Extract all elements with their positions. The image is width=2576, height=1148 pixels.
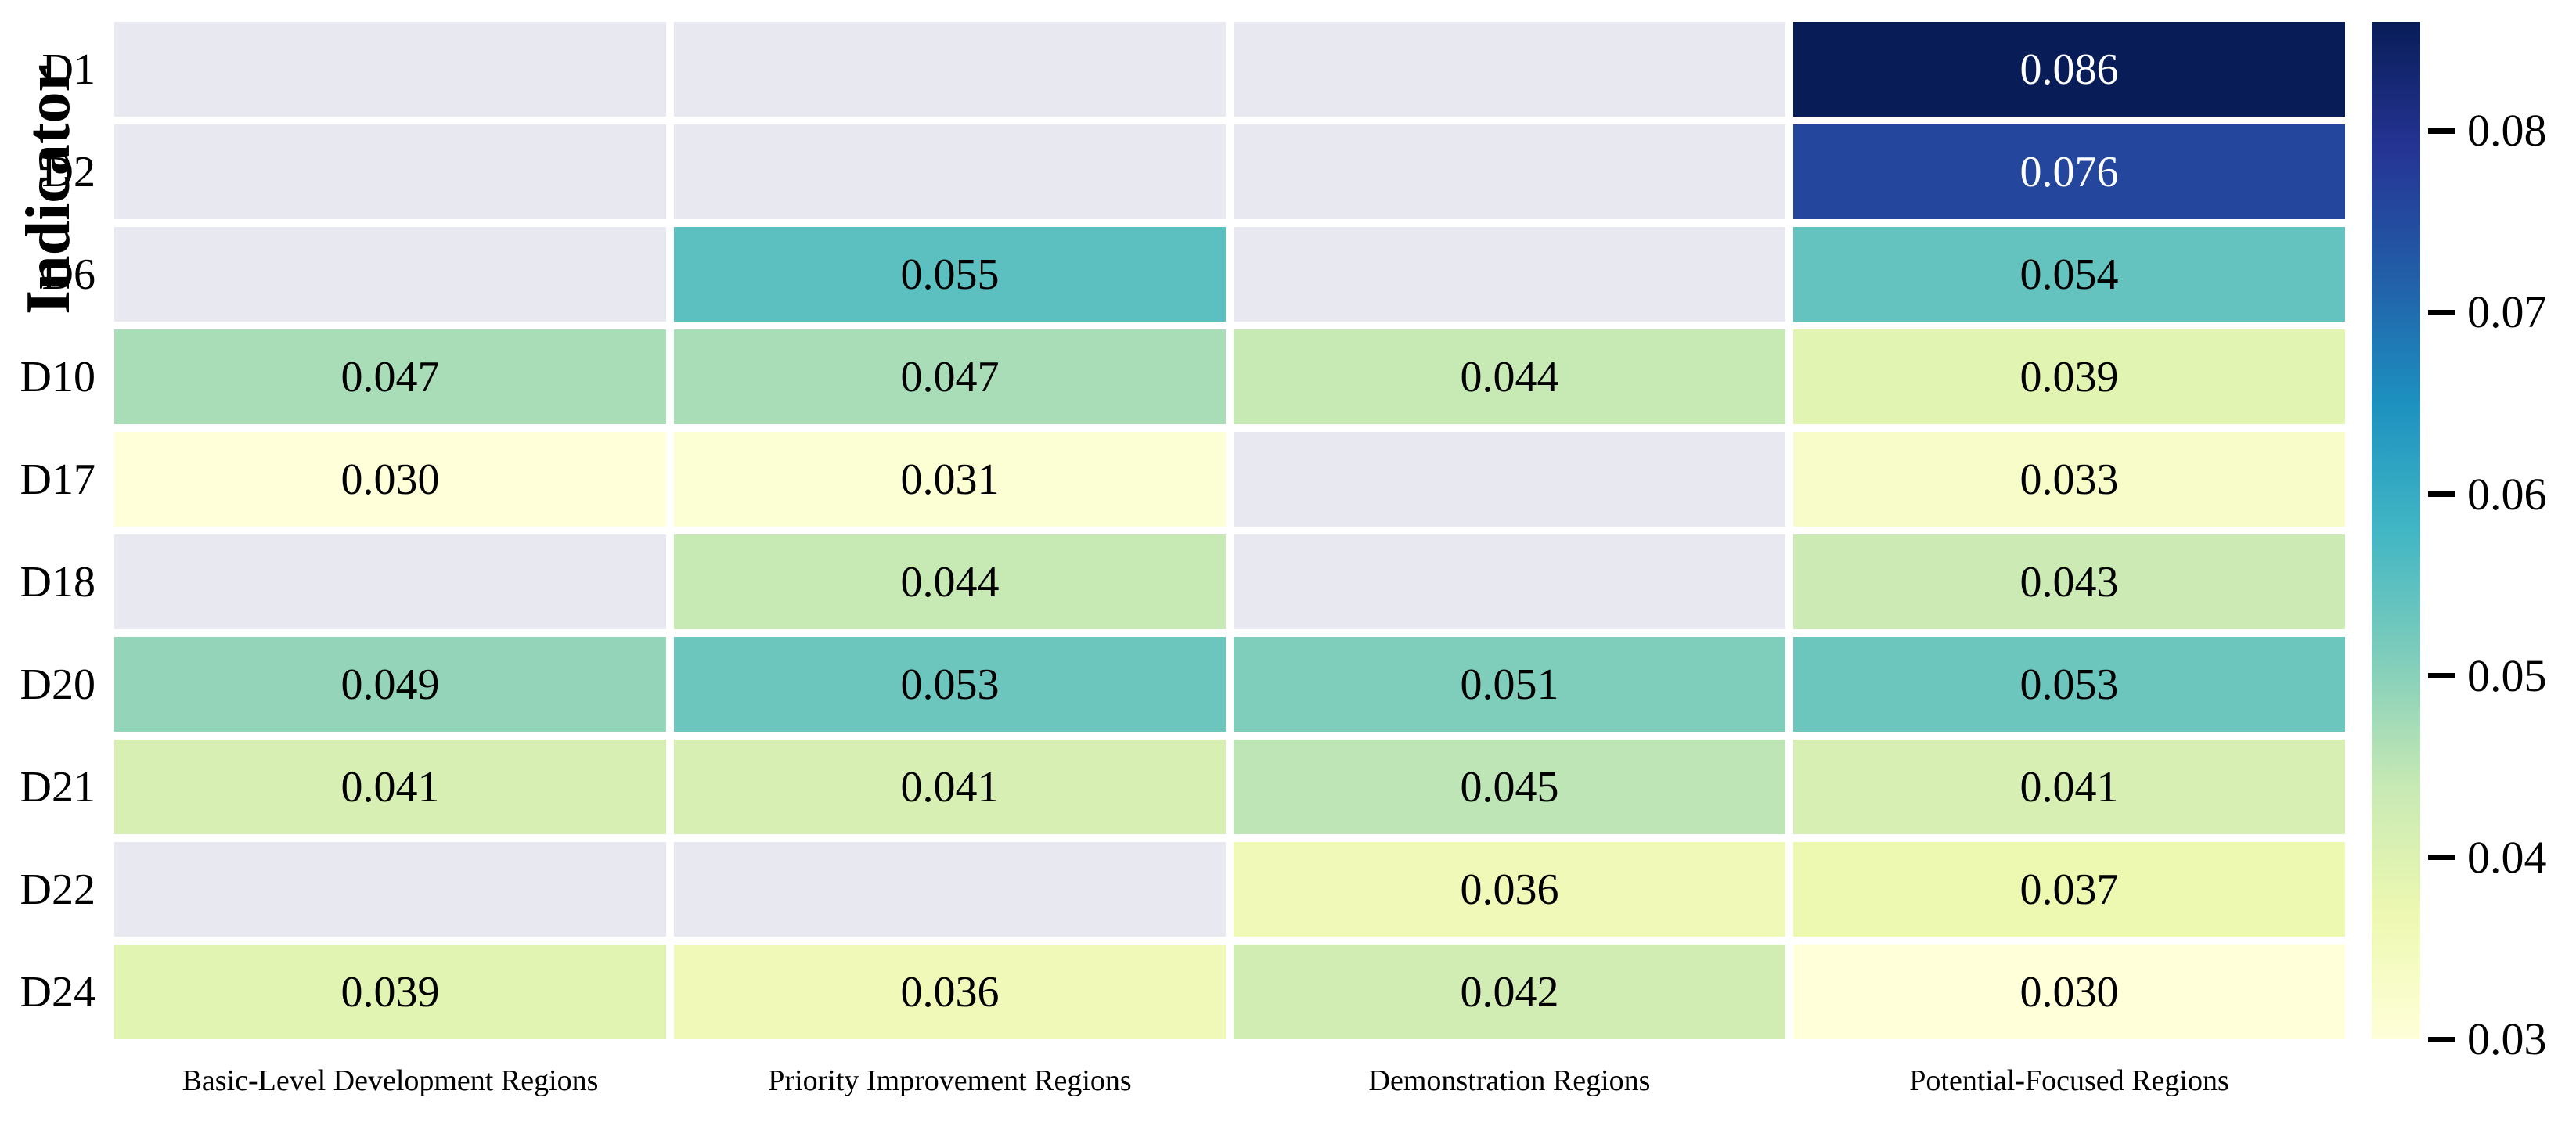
heatmap-cell-masked	[114, 22, 666, 117]
column-label: Basic-Level Development Regions	[182, 1064, 599, 1097]
row-label: D21	[20, 762, 95, 812]
heatmap-cell: 0.042	[1234, 945, 1785, 1039]
heatmap-cell-masked	[114, 124, 666, 219]
colorbar-tick-mark	[2428, 1036, 2455, 1042]
colorbar-tick-label: 0.04	[2467, 831, 2547, 883]
heatmap-cell: 0.036	[674, 945, 1226, 1039]
colorbar-tick-label: 0.06	[2467, 468, 2547, 520]
heatmap-cell: 0.030	[114, 432, 666, 527]
heatmap-grid: 0.086 0.076 0.055 0.054 0.047 0.047 0.044 0.039…	[114, 22, 2345, 1039]
heatmap-cell-masked	[1234, 22, 1785, 117]
colorbar-tick-label: 0.05	[2467, 650, 2547, 701]
heatmap-cell: 0.041	[114, 740, 666, 834]
heatmap-cell: 0.044	[1234, 329, 1785, 424]
heatmap-cell: 0.076	[1793, 124, 2345, 219]
heatmap-cell: 0.055	[674, 227, 1226, 322]
heatmap-cell: 0.053	[1793, 637, 2345, 732]
heatmap-cell-masked	[1234, 124, 1785, 219]
heatmap-cell: 0.036	[1234, 842, 1785, 937]
heatmap-cell: 0.041	[674, 740, 1226, 834]
heatmap-cell: 0.039	[114, 945, 666, 1039]
column-label: Priority Improvement Regions	[768, 1064, 1132, 1097]
colorbar-tick-mark	[2428, 128, 2455, 134]
colorbar-tick-mark	[2428, 855, 2455, 861]
x-tick-labels: Basic-Level Development Regions Priority …	[114, 1053, 2345, 1108]
heatmap-cell: 0.045	[1234, 740, 1785, 834]
row-label: D2	[41, 147, 95, 196]
row-label: D6	[41, 250, 95, 299]
colorbar-tick-mark	[2428, 309, 2455, 315]
heatmap-cell-masked	[674, 22, 1226, 117]
heatmap-cell-masked	[1234, 534, 1785, 629]
colorbar-tick-mark	[2428, 491, 2455, 498]
row-label: D24	[20, 967, 95, 1017]
heatmap-cell-masked	[674, 842, 1226, 937]
heatmap-cell-masked	[114, 227, 666, 322]
y-tick-labels: D1 D2 D6 D10 D17 D18 D20 D21 D22 D24	[0, 22, 106, 1039]
heatmap-cell: 0.047	[674, 329, 1226, 424]
heatmap-cell: 0.037	[1793, 842, 2345, 937]
row-label: D10	[20, 352, 95, 401]
column-label: Potential-Focused Regions	[1909, 1064, 2229, 1097]
heatmap-cell-masked	[114, 842, 666, 937]
heatmap-cell: 0.049	[114, 637, 666, 732]
heatmap-cell: 0.031	[674, 432, 1226, 527]
heatmap-cell: 0.039	[1793, 329, 2345, 424]
column-label: Demonstration Regions	[1368, 1064, 1651, 1097]
heatmap-cell: 0.043	[1793, 534, 2345, 629]
colorbar-tick-mark	[2428, 673, 2455, 679]
heatmap-cell: 0.033	[1793, 432, 2345, 527]
heatmap-cell-masked	[674, 124, 1226, 219]
row-label: D17	[20, 455, 95, 504]
colorbar-tick-label: 0.03	[2467, 1013, 2547, 1064]
heatmap-cell-masked	[1234, 432, 1785, 527]
heatmap-cell: 0.041	[1793, 740, 2345, 834]
heatmap-cell: 0.054	[1793, 227, 2345, 322]
heatmap-cell-masked	[114, 534, 666, 629]
heatmap-cell: 0.053	[674, 637, 1226, 732]
heatmap-cell: 0.051	[1234, 637, 1785, 732]
row-label: D20	[20, 660, 95, 709]
heatmap-cell: 0.044	[674, 534, 1226, 629]
colorbar-gradient	[2372, 22, 2420, 1039]
heatmap-cell: 0.030	[1793, 945, 2345, 1039]
heatmap-cell-masked	[1234, 227, 1785, 322]
heatmap-cell: 0.047	[114, 329, 666, 424]
heatmap-cell: 0.086	[1793, 22, 2345, 117]
colorbar-tick-label: 0.08	[2467, 105, 2547, 157]
colorbar-tick-label: 0.07	[2467, 286, 2547, 338]
row-label: D1	[41, 45, 95, 94]
row-label: D18	[20, 557, 95, 606]
row-label: D22	[20, 865, 95, 914]
